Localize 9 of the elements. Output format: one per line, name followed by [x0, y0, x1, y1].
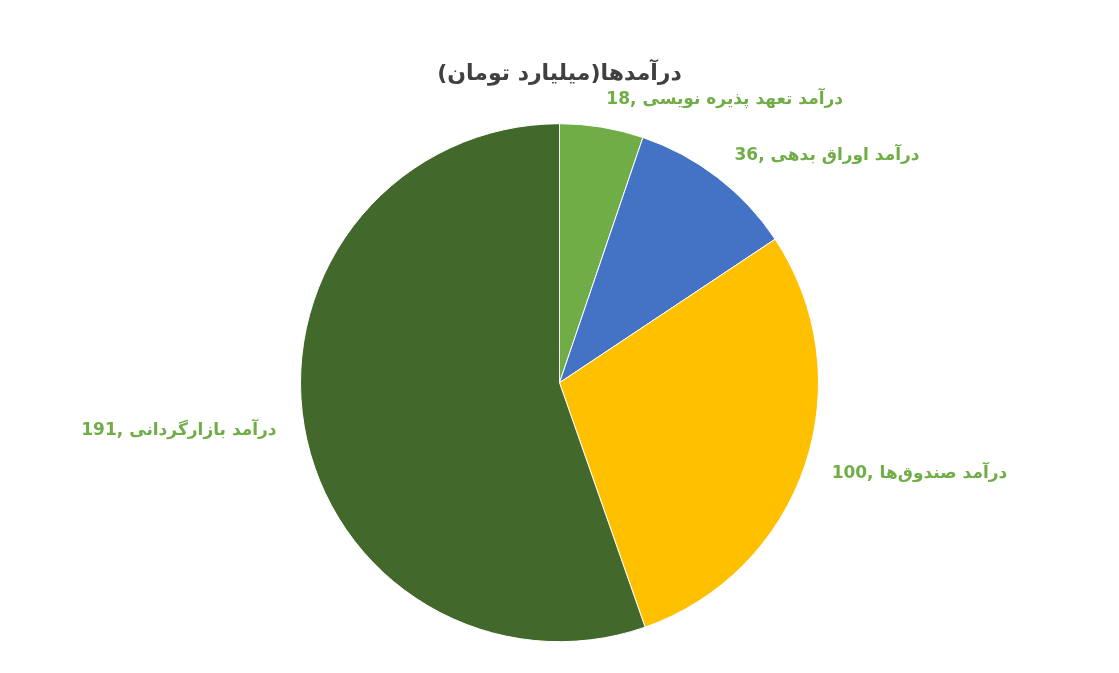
slice-label: درآمد اوراق بدهی [770, 142, 920, 165]
data-label: 100, [831, 462, 874, 483]
chart-title: درآمدها(میلیارد تومان) [437, 57, 682, 86]
data-label: 36, [734, 143, 765, 164]
slice-label: درآمد صندوق‌ها [879, 461, 1008, 484]
data-label: 18, [606, 87, 637, 108]
data-label: 191, [81, 419, 124, 440]
slice-label: درآمد تعهد پذیره نویسی [642, 86, 844, 109]
slice-label: درآمد بازارگردانی [129, 418, 277, 441]
